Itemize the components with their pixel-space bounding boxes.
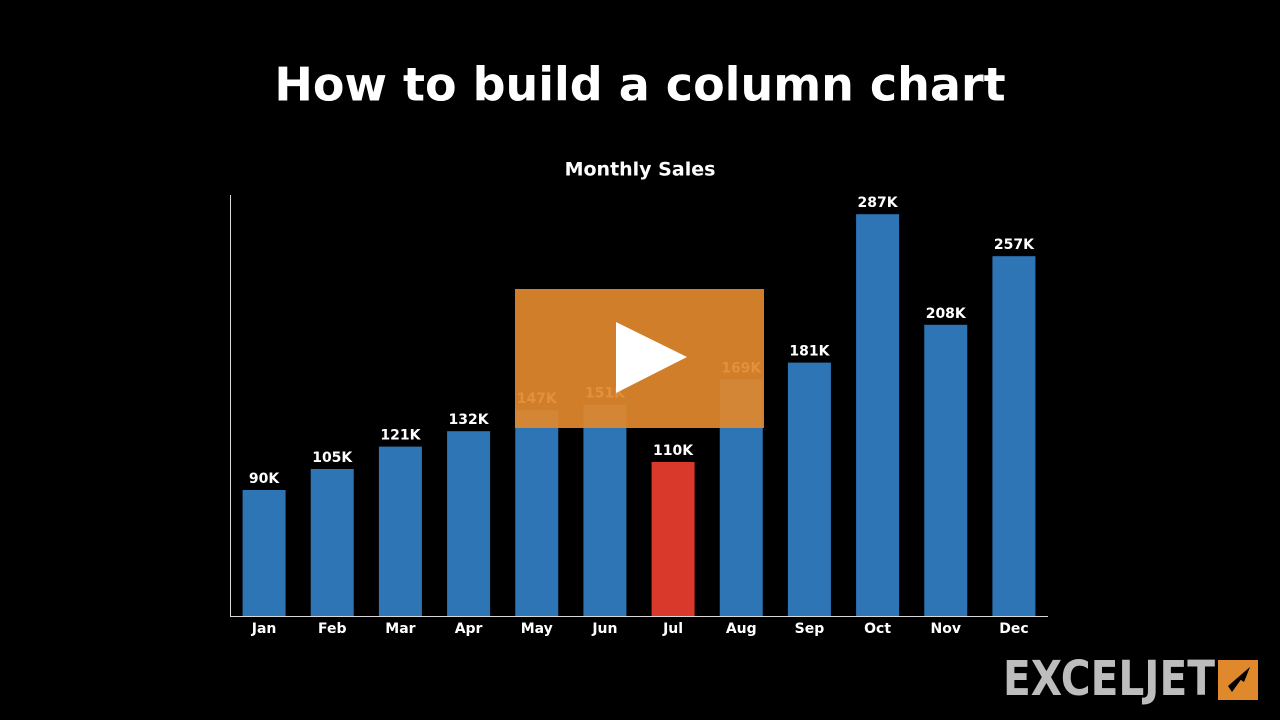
bars: Jan90KFeb105KMar121KApr132KMay147KJun151…	[242, 195, 1036, 637]
data-label: 90K	[249, 471, 280, 487]
page-title: How to build a column chart	[274, 58, 1005, 112]
data-label: 208K	[926, 306, 967, 322]
data-label: 257K	[994, 237, 1035, 253]
x-tick-label: Nov	[931, 621, 961, 637]
x-tick-label: Jul	[662, 621, 683, 637]
data-label: 105K	[312, 450, 353, 466]
bar	[447, 431, 491, 616]
bar	[242, 490, 286, 616]
data-label: 121K	[380, 428, 421, 444]
logo-icon	[1218, 660, 1258, 700]
x-tick-label: Aug	[726, 621, 757, 637]
bar	[310, 469, 354, 616]
x-tick-label: May	[521, 621, 553, 637]
bar	[583, 404, 627, 616]
x-tick-label: Jan	[251, 621, 277, 637]
data-label: 181K	[789, 344, 830, 360]
x-tick-label: Dec	[999, 621, 1028, 637]
bar	[787, 362, 831, 616]
bar	[992, 256, 1036, 616]
logo-text: EXCELJET	[1003, 651, 1215, 707]
bar	[856, 214, 900, 616]
data-label: 287K	[858, 195, 899, 211]
x-tick-label: Sep	[795, 621, 825, 637]
play-button[interactable]	[515, 289, 764, 428]
play-icon[interactable]	[616, 322, 687, 393]
bar	[515, 410, 559, 616]
chart-title: Monthly Sales	[565, 159, 716, 181]
x-tick-label: Apr	[455, 621, 483, 637]
x-tick-label: Feb	[318, 621, 347, 637]
data-label: 110K	[653, 443, 694, 459]
logo-arrow-head	[1238, 667, 1250, 682]
bar	[924, 324, 968, 616]
x-tick-label: Mar	[385, 621, 415, 637]
x-tick-label: Oct	[864, 621, 891, 637]
data-label: 132K	[449, 412, 490, 428]
bar	[651, 462, 695, 616]
bar	[378, 446, 422, 616]
x-tick-label: Jun	[591, 621, 617, 637]
